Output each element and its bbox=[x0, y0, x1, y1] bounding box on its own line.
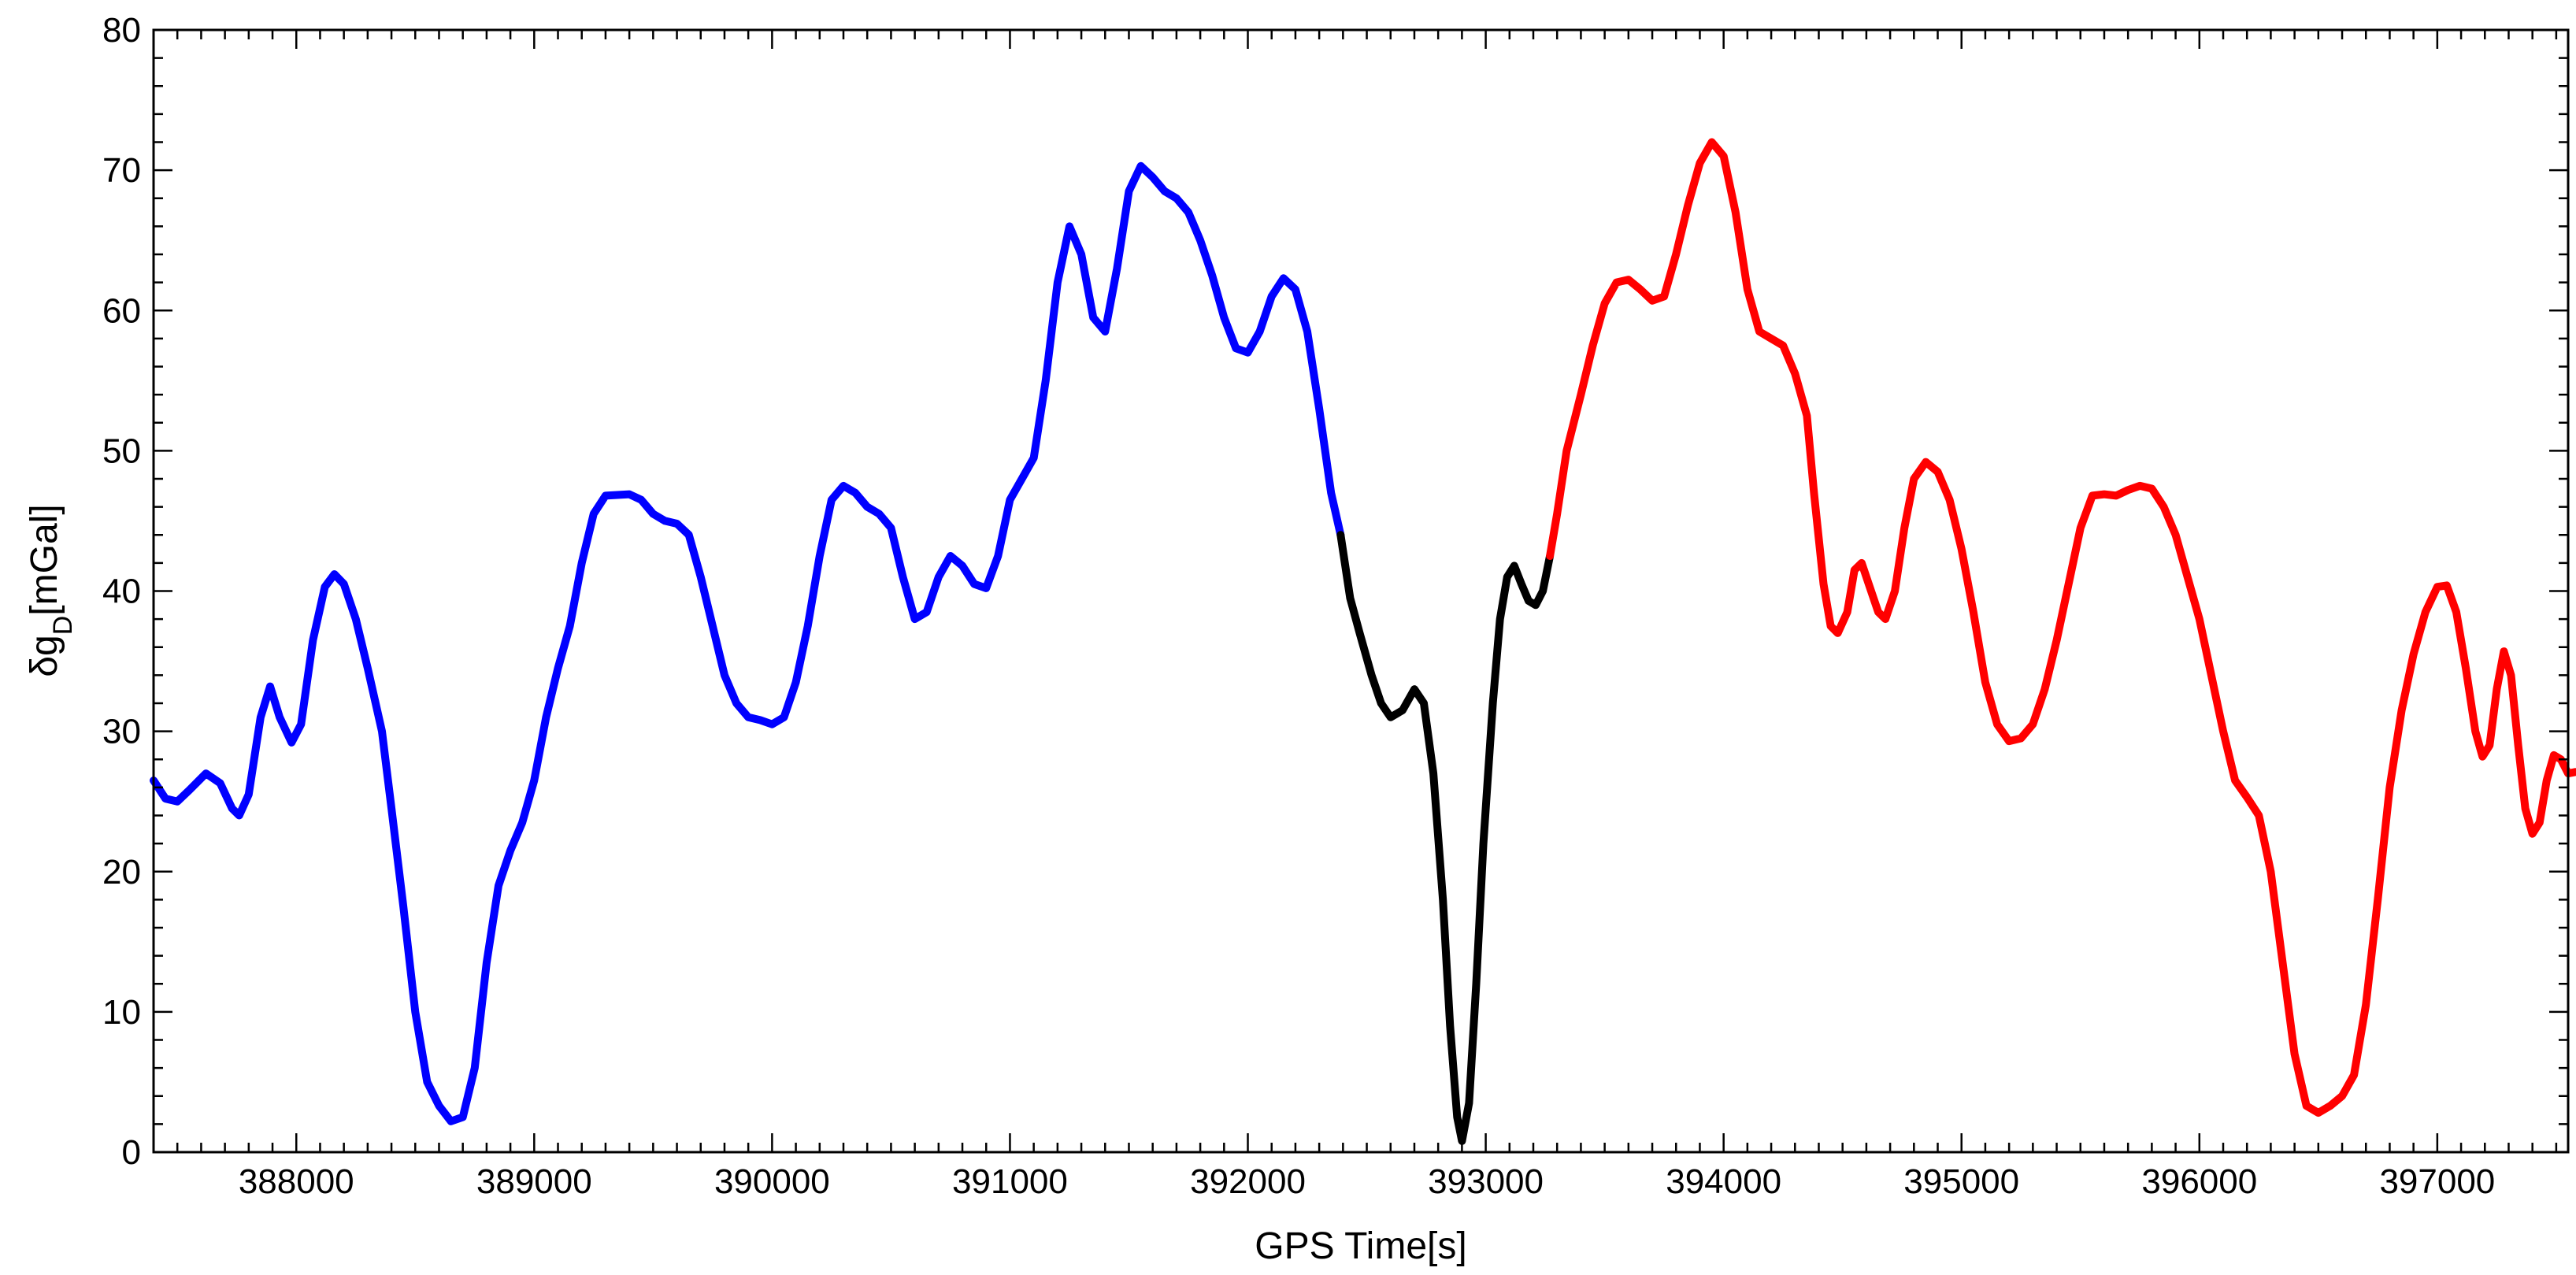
x-tick-label: 389000 bbox=[476, 1162, 592, 1201]
y-axis-label-prefix: δg bbox=[24, 635, 65, 676]
y-tick-labels: 0 10 20 30 40 50 60 70 80 bbox=[102, 11, 141, 1172]
y-tick-label: 0 bbox=[122, 1133, 141, 1172]
x-tick-labels: 388000 389000 390000 391000 392000 393000 3940… bbox=[239, 1162, 2495, 1201]
y-axis-label-subscript: D bbox=[48, 616, 78, 636]
y-tick-label: 80 bbox=[102, 11, 141, 50]
series-line-1 bbox=[150, 161, 1345, 1125]
tick-layer bbox=[152, 28, 2568, 1154]
x-tick-label: 390000 bbox=[714, 1162, 830, 1201]
x-tick-label: 397000 bbox=[2379, 1162, 2495, 1201]
y-tick-label: 50 bbox=[102, 432, 141, 470]
series-layer bbox=[150, 138, 2576, 1145]
x-axis-label: GPS Time[s] bbox=[1255, 1225, 1466, 1267]
x-tick-label: 394000 bbox=[1666, 1162, 1781, 1201]
x-tick-label: 392000 bbox=[1190, 1162, 1306, 1201]
y-axis-label-suffix: [mGal] bbox=[24, 504, 65, 615]
y-axis-label: δgD[mGal] bbox=[24, 504, 78, 676]
y-tick-label: 10 bbox=[102, 993, 141, 1032]
y-tick-label: 60 bbox=[102, 291, 141, 330]
y-tick-label: 70 bbox=[102, 151, 141, 190]
y-tick-label: 40 bbox=[102, 573, 141, 611]
x-tick-label: 391000 bbox=[952, 1162, 1068, 1201]
y-tick-label: 20 bbox=[102, 853, 141, 891]
x-tick-label: 388000 bbox=[239, 1162, 354, 1201]
series-line-2 bbox=[1336, 531, 1555, 1145]
y-tick-label: 30 bbox=[102, 713, 141, 751]
x-tick-label: 396000 bbox=[2141, 1162, 2257, 1201]
series-line-3 bbox=[1546, 138, 2576, 1117]
x-tick-label: 393000 bbox=[1428, 1162, 1544, 1201]
x-tick-label: 395000 bbox=[1903, 1162, 2019, 1201]
